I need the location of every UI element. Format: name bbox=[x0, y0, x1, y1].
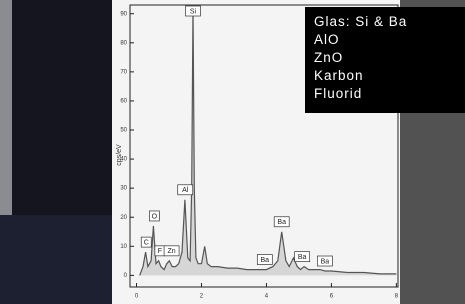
peak-label: F bbox=[158, 248, 162, 255]
overlay-line: Karbon bbox=[314, 67, 465, 85]
overlay-line: AlO bbox=[314, 31, 465, 49]
screenshot: cps/eV 010203040506070809002468SiOAlCFZn… bbox=[0, 0, 465, 304]
y-tick-label: 90 bbox=[120, 11, 127, 17]
y-tick-label: 30 bbox=[120, 186, 127, 192]
peak-label: Ba bbox=[321, 258, 330, 265]
photo-strip bbox=[0, 0, 12, 215]
peak-label: Si bbox=[190, 8, 197, 15]
y-tick-label: 10 bbox=[120, 244, 127, 250]
y-tick-label: 40 bbox=[120, 157, 127, 163]
y-tick-label: 80 bbox=[120, 40, 127, 46]
y-tick-label: 20 bbox=[120, 215, 127, 221]
y-tick-label: 70 bbox=[120, 69, 127, 75]
peak-label: Zn bbox=[167, 248, 175, 255]
overlay-line: Glas: Si & Ba bbox=[314, 13, 465, 31]
peak-label: Ba bbox=[298, 254, 307, 261]
overlay-line: Fluorid bbox=[314, 85, 465, 103]
y-tick-label: 60 bbox=[120, 99, 127, 105]
photo-bottom bbox=[0, 215, 112, 304]
overlay-line: ZnO bbox=[314, 49, 465, 67]
peak-label: C bbox=[144, 239, 149, 246]
peak-label: Ba bbox=[261, 257, 270, 264]
peak-label: O bbox=[152, 213, 158, 220]
y-tick-label: 50 bbox=[120, 128, 127, 134]
peak-label: Ba bbox=[277, 219, 286, 226]
peak-label: Al bbox=[182, 187, 189, 194]
